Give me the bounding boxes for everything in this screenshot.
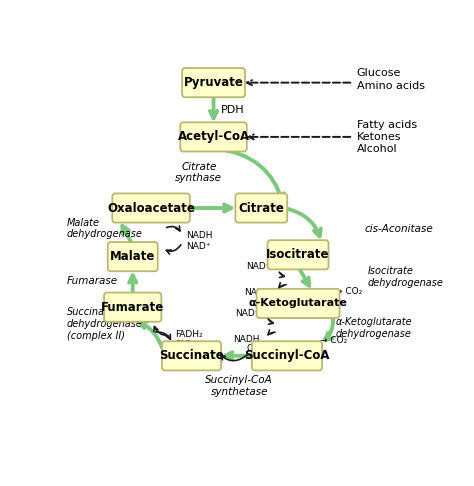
Text: Malate
dehydrogenase: Malate dehydrogenase xyxy=(66,218,143,240)
Text: Alcohol: Alcohol xyxy=(357,144,397,154)
FancyBboxPatch shape xyxy=(108,242,158,271)
FancyBboxPatch shape xyxy=(162,341,221,370)
Text: Malate: Malate xyxy=(110,250,155,263)
Text: Amino acids: Amino acids xyxy=(357,81,425,91)
Text: Fatty acids: Fatty acids xyxy=(357,120,417,130)
Text: α-Ketoglutarate
dehydrogenase: α-Ketoglutarate dehydrogenase xyxy=(335,317,412,339)
Text: α-Ketoglutarate: α-Ketoglutarate xyxy=(248,298,347,309)
Text: Oxaloacetate: Oxaloacetate xyxy=(107,202,195,214)
Text: Isocitrate: Isocitrate xyxy=(266,248,330,261)
Text: FADH₂: FADH₂ xyxy=(175,330,202,339)
Text: NAD⁺: NAD⁺ xyxy=(235,309,259,318)
FancyBboxPatch shape xyxy=(182,68,245,97)
FancyBboxPatch shape xyxy=(180,122,247,152)
Text: NADH: NADH xyxy=(233,335,259,344)
Text: Isocitrate
dehydrogenase: Isocitrate dehydrogenase xyxy=(368,266,444,288)
Text: Pyruvate: Pyruvate xyxy=(183,76,244,89)
FancyBboxPatch shape xyxy=(236,193,287,223)
Text: PDH: PDH xyxy=(221,105,245,115)
Text: → CO₂: → CO₂ xyxy=(320,336,347,346)
Text: GDP + Pᵢ: GDP + Pᵢ xyxy=(246,344,286,353)
Text: Fumarase: Fumarase xyxy=(66,276,118,286)
FancyBboxPatch shape xyxy=(112,193,190,223)
Text: Succinate: Succinate xyxy=(159,349,224,363)
Text: Fumarate: Fumarate xyxy=(101,301,164,313)
Text: FAD: FAD xyxy=(175,341,192,349)
FancyBboxPatch shape xyxy=(256,289,339,318)
Text: Acetyl-CoA: Acetyl-CoA xyxy=(177,130,250,143)
Text: GTP: GTP xyxy=(203,344,220,353)
FancyBboxPatch shape xyxy=(252,341,322,370)
FancyBboxPatch shape xyxy=(104,293,161,322)
Text: NADH: NADH xyxy=(186,231,212,240)
Text: Ketones: Ketones xyxy=(357,132,401,142)
Text: Succinyl-CoA
synthetase: Succinyl-CoA synthetase xyxy=(205,375,273,397)
Text: NAD⁺: NAD⁺ xyxy=(186,242,210,251)
Text: NAD⁺: NAD⁺ xyxy=(246,261,271,271)
Text: Succinate
dehydrogenase
(complex II): Succinate dehydrogenase (complex II) xyxy=(66,308,143,341)
FancyBboxPatch shape xyxy=(267,240,328,269)
Text: → CO₂: → CO₂ xyxy=(335,287,362,295)
Text: Citrate: Citrate xyxy=(238,202,284,214)
Text: Citrate
synthase: Citrate synthase xyxy=(175,162,222,183)
Text: NADH: NADH xyxy=(244,289,271,297)
Text: Glucose: Glucose xyxy=(357,69,401,78)
Text: cis-Aconitase: cis-Aconitase xyxy=(364,224,433,234)
Text: Succinyl-CoA: Succinyl-CoA xyxy=(244,349,330,363)
